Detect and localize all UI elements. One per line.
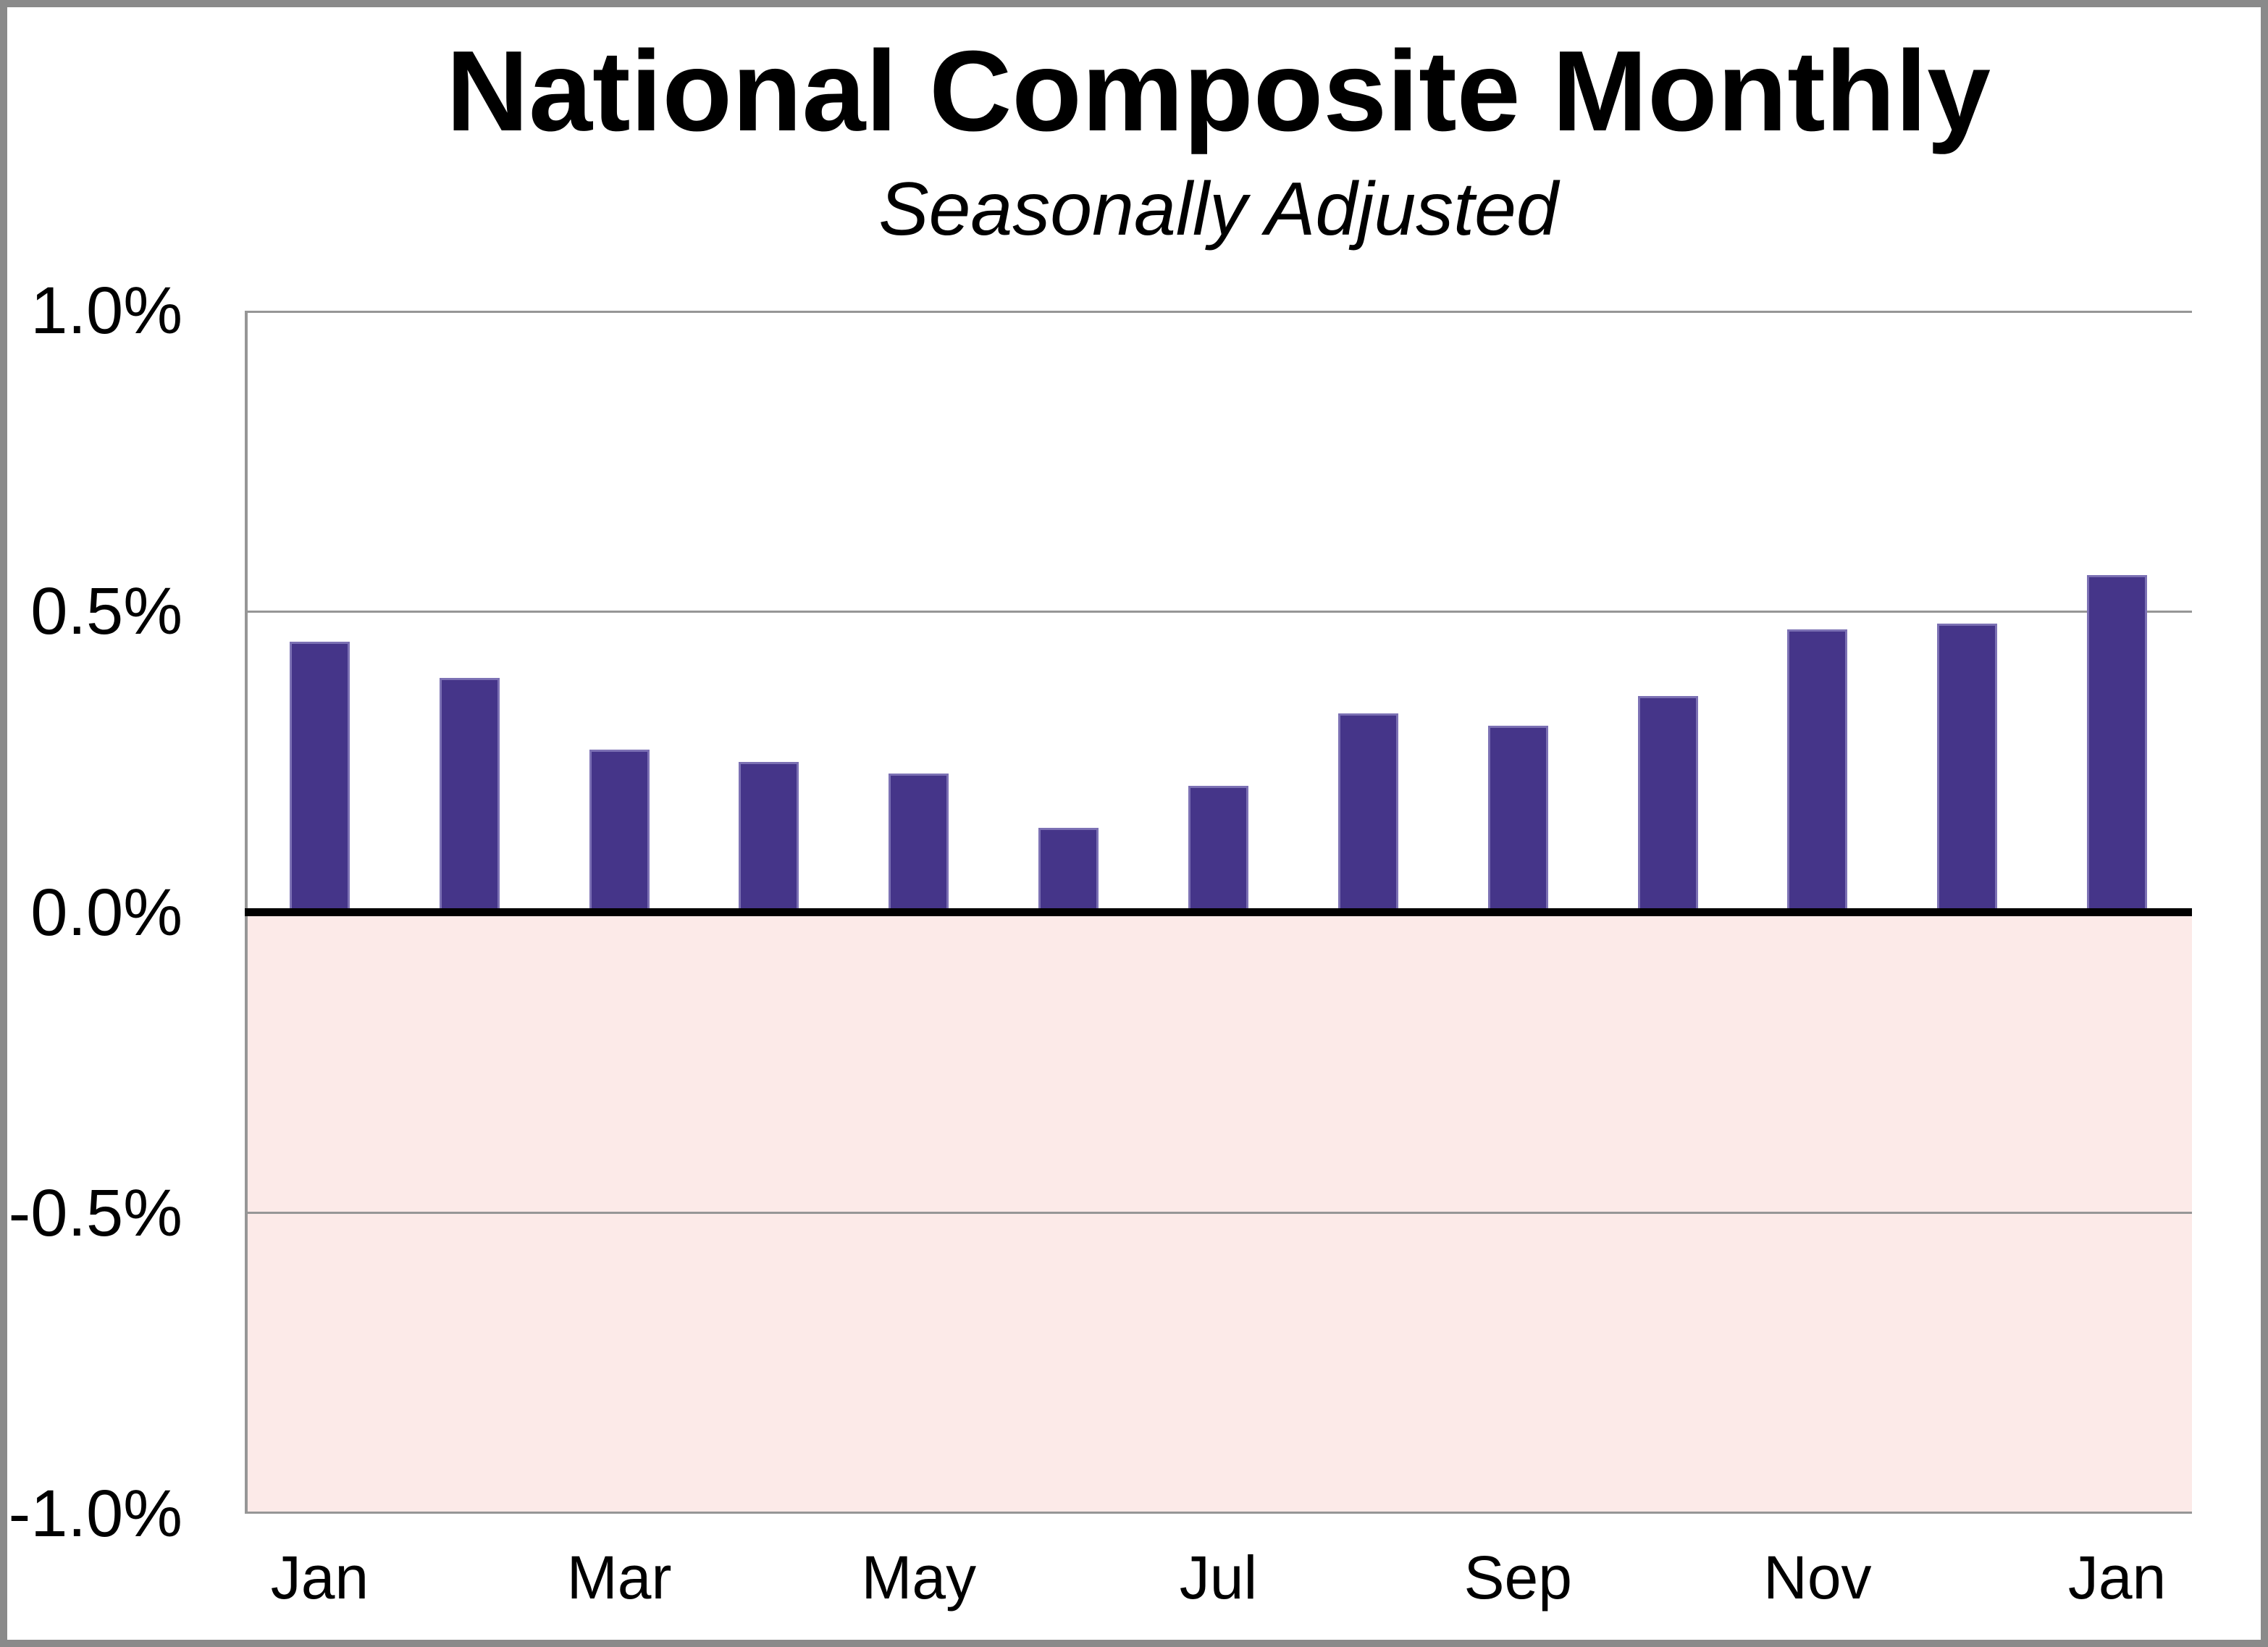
gridline--0.5	[245, 1212, 2192, 1215]
x-tick-label-1-jan: Jan	[270, 1543, 369, 1612]
bar-1-jan	[289, 641, 350, 913]
x-tick-label-9-sep: Sep	[1463, 1543, 1572, 1612]
bar-4-apr	[739, 761, 799, 913]
bar-2-feb	[439, 677, 500, 913]
gridline-0.5	[245, 610, 2192, 613]
bar-5-may	[889, 774, 949, 913]
plot-area	[245, 311, 2192, 1514]
chart-subtitle: Seasonally Adjusted	[878, 167, 1558, 251]
bar-6-jun	[1038, 828, 1099, 913]
bar-9-sep	[1487, 726, 1548, 913]
bar-12-dec	[1937, 623, 1998, 913]
chart-title: National Composite Monthly	[446, 28, 1991, 155]
x-tick-label-13-jan: Jan	[2067, 1543, 2167, 1612]
gridline--1	[245, 1512, 2192, 1514]
x-tick-label-7-jul: Jul	[1179, 1543, 1258, 1612]
bar-13-jan	[2087, 575, 2148, 913]
y-tick-label--0.5%: -0.5%	[8, 1175, 182, 1250]
bar-11-nov	[1787, 629, 1848, 913]
zero-baseline	[245, 908, 2192, 916]
x-tick-label-11-nov: Nov	[1763, 1543, 1872, 1612]
x-tick-label-5-may: May	[861, 1543, 977, 1612]
bar-7-jul	[1188, 786, 1248, 913]
gridline-1	[245, 311, 2192, 313]
y-tick-label-0.5%: 0.5%	[30, 574, 182, 649]
y-tick-label-1.0%: 1.0%	[30, 274, 182, 348]
y-tick-label--1.0%: -1.0%	[8, 1477, 182, 1551]
y-tick-label-0.0%: 0.0%	[30, 875, 182, 950]
bar-3-mar	[589, 750, 650, 913]
bar-10-oct	[1637, 695, 1698, 913]
bar-8-aug	[1337, 713, 1398, 913]
x-tick-label-3-mar: Mar	[566, 1543, 672, 1612]
